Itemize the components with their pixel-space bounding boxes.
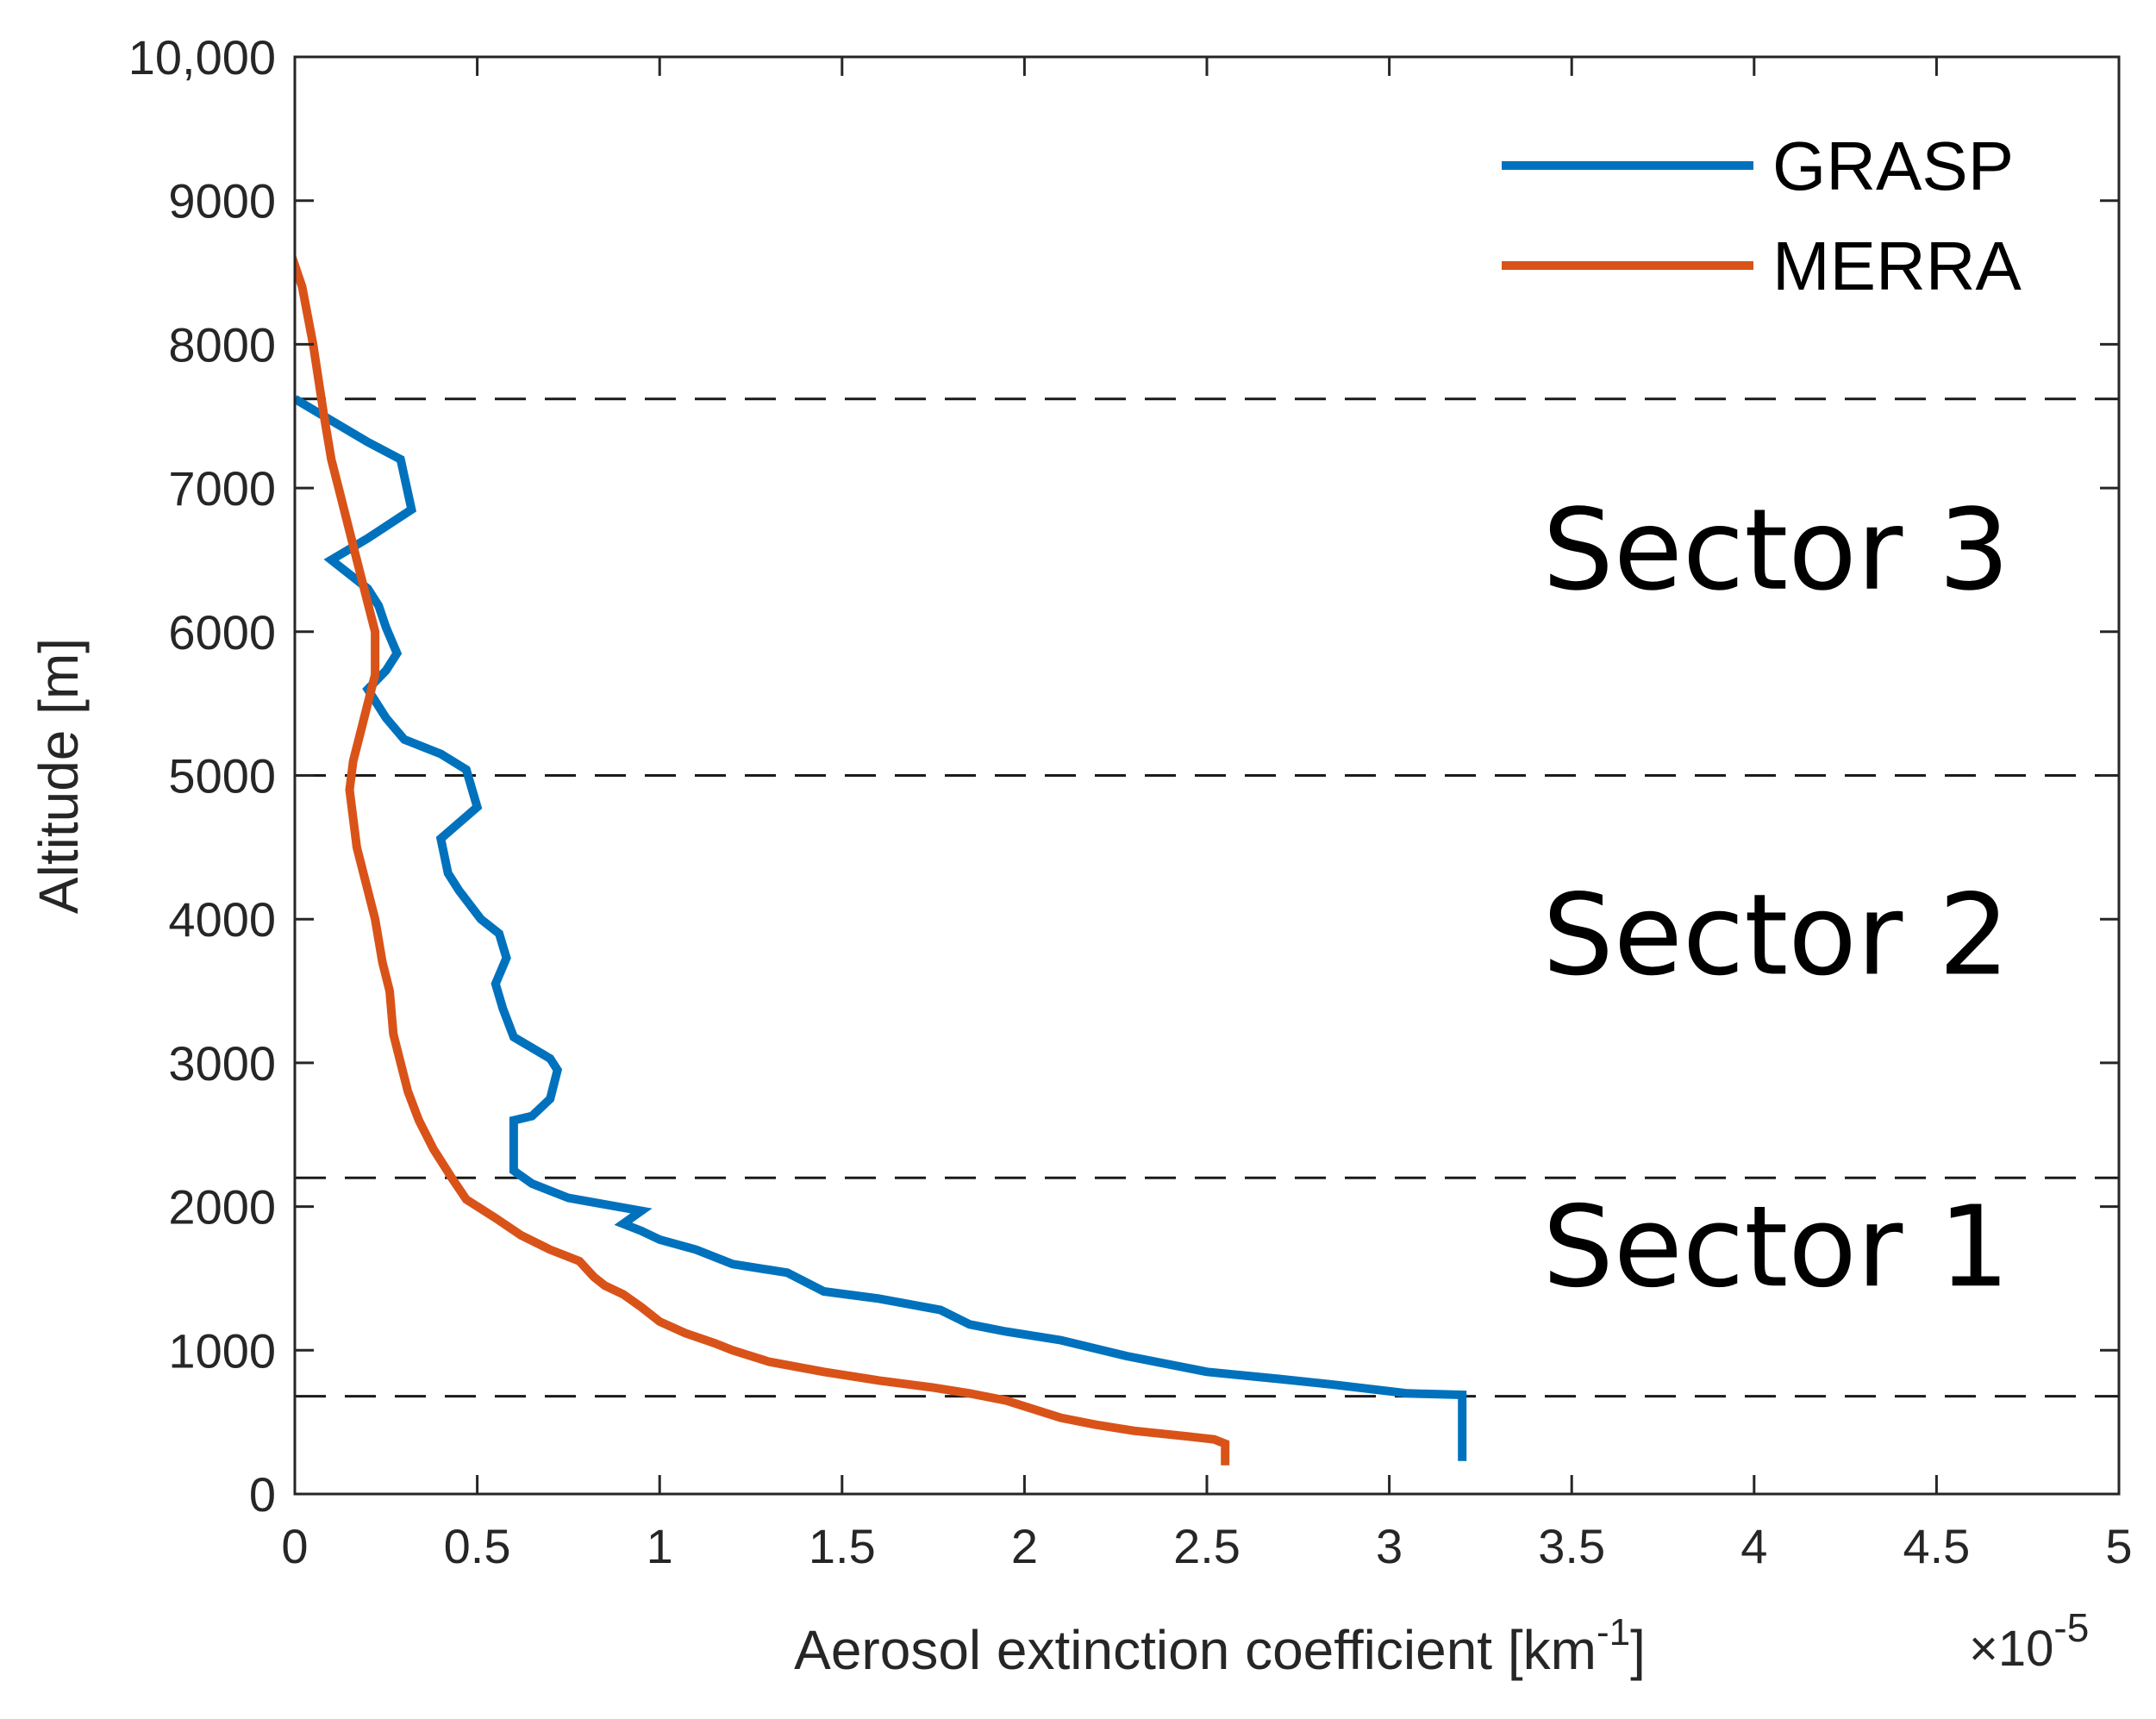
x-axis-multiplier: ×10-5 xyxy=(1969,1605,2089,1677)
x-tick-label: 2.5 xyxy=(1173,1519,1240,1573)
x-tick-label: 1.5 xyxy=(809,1519,876,1573)
y-tick-label: 4000 xyxy=(168,892,276,947)
x-tick-label: 2 xyxy=(1011,1519,1038,1573)
series-line-grasp xyxy=(295,395,1467,1461)
y-tick-label: 8000 xyxy=(168,317,276,372)
y-axis-label: Altitude [m] xyxy=(28,638,90,914)
x-axis-label-superscript: -1 xyxy=(1597,1611,1630,1653)
x-tick-label: 5 xyxy=(2105,1519,2132,1573)
x-tick-label: 0 xyxy=(281,1519,308,1573)
x-axis-label: Aerosol extinction coefficient [km-1] xyxy=(794,1611,1646,1681)
y-tick-label: 1000 xyxy=(168,1323,276,1378)
y-tick-label: 5000 xyxy=(168,749,276,803)
y-tick-label: 0 xyxy=(249,1467,276,1522)
axis-ticks: 0 0.5 1 1.5 2 2.5 3 3.5 4 4.5 5 0 1000 2000 3000 4000 50… xyxy=(128,30,2133,1573)
x-axis-label-main: Aerosol extinction coefficient [km xyxy=(794,1619,1597,1681)
sector-annotations: Sector 3 Sector 2 Sector 1 xyxy=(1542,484,2009,1312)
sector-label-3: Sector 1 xyxy=(1542,1181,2009,1312)
series-lines xyxy=(295,252,1467,1466)
y-tick-label: 6000 xyxy=(168,605,276,659)
x-tick-label: 3.5 xyxy=(1538,1519,1605,1573)
x-axis-label-close: ] xyxy=(1630,1619,1646,1681)
y-tick-label: 3000 xyxy=(168,1036,276,1091)
y-tick-label: 2000 xyxy=(168,1180,276,1235)
y-tick-label: 9000 xyxy=(168,174,276,228)
sector-label-2: Sector 2 xyxy=(1542,870,2009,1001)
series-line-merra xyxy=(295,252,1230,1466)
reference-lines xyxy=(295,397,2119,1398)
x-tick-label: 1 xyxy=(647,1519,673,1573)
legend-label-merra: MERRA xyxy=(1772,228,2022,304)
sector-label-1: Sector 3 xyxy=(1542,484,2009,616)
x-axis-multiplier-exponent: -5 xyxy=(2053,1605,2089,1650)
x-tick-label: 0.5 xyxy=(444,1519,511,1573)
legend-label-grasp: GRASP xyxy=(1772,128,2014,204)
x-tick-label: 3 xyxy=(1376,1519,1403,1573)
legend: GRASP MERRA xyxy=(1502,128,2022,304)
x-axis-multiplier-base: ×10 xyxy=(1969,1621,2053,1677)
x-tick-label: 4 xyxy=(1740,1519,1767,1573)
y-tick-label: 7000 xyxy=(168,461,276,516)
y-tick-label: 10,000 xyxy=(128,30,276,84)
x-tick-label: 4.5 xyxy=(1903,1519,1970,1573)
